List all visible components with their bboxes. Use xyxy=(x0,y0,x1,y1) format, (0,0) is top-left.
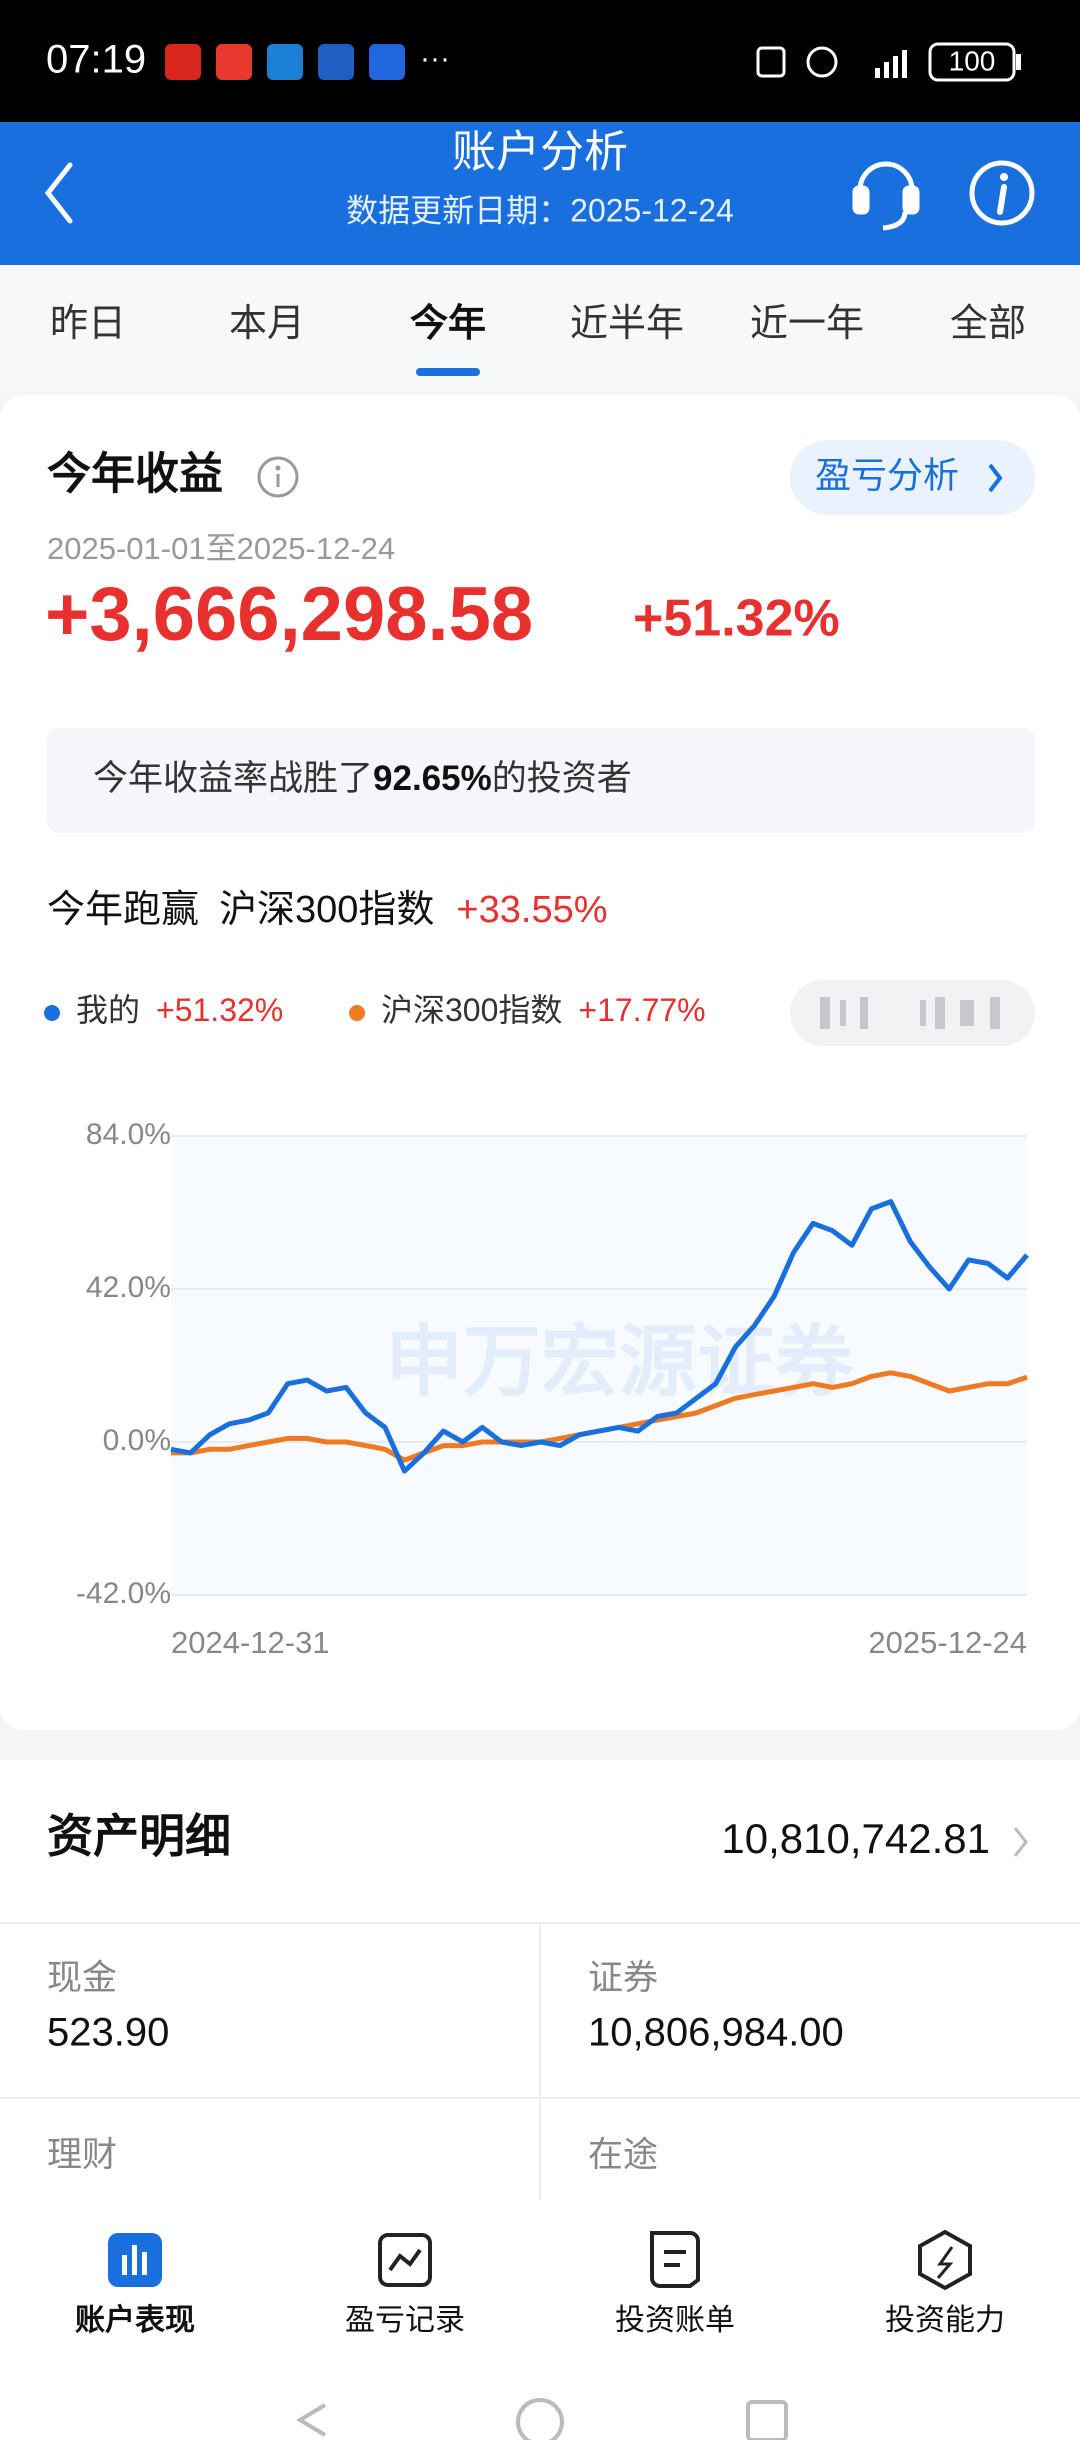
svg-text:···: ··· xyxy=(420,42,450,75)
assets-total[interactable]: 10,810,742.81 xyxy=(721,1815,990,1862)
service-button[interactable] xyxy=(852,161,920,231)
legend-value: +51.32% xyxy=(156,992,283,1028)
system-home[interactable] xyxy=(516,2398,564,2440)
battery-level: 100 xyxy=(949,45,996,76)
analysis-button[interactable] xyxy=(790,440,1035,515)
analysis-button-label[interactable]: 盈亏分析 xyxy=(815,455,959,496)
compare-title: 今年跑赢 xyxy=(47,889,199,931)
legend-entry: 我的 +51.32% xyxy=(76,992,283,1028)
tab-indicator xyxy=(416,368,480,376)
header xyxy=(0,122,1080,265)
section-separator xyxy=(0,1730,1080,1760)
x-tick-label: 2024-12-31 xyxy=(171,1625,330,1660)
date-range: 2025-01-01至2025-12-24 xyxy=(47,531,395,566)
series-line xyxy=(170,1199,1029,1474)
info-button[interactable] xyxy=(969,160,1035,226)
compare-text: 今年跑赢 沪深300指数 +33.55% xyxy=(47,889,608,931)
system-nav xyxy=(0,2380,1080,2440)
back-button[interactable] xyxy=(44,162,73,224)
beat-text: 今年收益率战胜了92.65%的投资者 xyxy=(93,759,632,798)
legend-dot xyxy=(349,1005,365,1021)
y-tick-label: -42.0% xyxy=(76,1577,171,1610)
y-tick-label: 42.0% xyxy=(86,1271,171,1304)
tab[interactable]: 近一年 xyxy=(750,303,864,345)
nav-icon[interactable] xyxy=(378,2233,432,2287)
analysis-chevron xyxy=(988,463,1003,493)
compare-excess: +33.55% xyxy=(456,889,607,931)
asset-label: 在途 xyxy=(588,2135,658,2174)
nav-label[interactable]: 账户表现 xyxy=(75,2304,195,2337)
nav-icon[interactable] xyxy=(918,2229,972,2291)
tab[interactable]: 本月 xyxy=(229,303,305,345)
blurred-content xyxy=(820,997,1000,1029)
system-recents[interactable] xyxy=(746,2400,788,2440)
nav-label[interactable]: 盈亏记录 xyxy=(345,2304,465,2337)
asset-label: 现金 xyxy=(47,1958,117,1997)
tab-bar xyxy=(0,265,1080,390)
tab[interactable]: 今年 xyxy=(410,303,486,345)
legend-dot xyxy=(44,1005,60,1021)
assets-chevron[interactable] xyxy=(1013,1827,1028,1857)
beat-prefix: 今年收益率战胜了 xyxy=(93,759,373,798)
watermark: 申万宏源证券 xyxy=(385,1318,854,1406)
summary-title: 今年收益 xyxy=(47,450,223,499)
legend-value: +17.77% xyxy=(578,992,705,1028)
status-time: 07:19 xyxy=(46,38,146,82)
profit-return: +51.32% xyxy=(633,590,840,648)
header-subtitle: 数据更新日期：2025-12-24 xyxy=(346,192,734,228)
legend-entry: 沪深300指数 +17.77% xyxy=(381,992,706,1028)
legend-name: 沪深300指数 xyxy=(381,992,562,1028)
assets-title: 资产明细 xyxy=(47,1810,231,1862)
blurred-pill xyxy=(790,980,1035,1046)
legend-name: 我的 xyxy=(76,992,140,1028)
y-tick-label: 84.0% xyxy=(86,1118,171,1151)
nav-icon[interactable] xyxy=(108,2233,162,2287)
asset-value: 523.90 xyxy=(47,2011,169,2055)
tab[interactable]: 全部 xyxy=(950,303,1026,345)
tab[interactable]: 昨日 xyxy=(50,303,126,345)
y-tick-label: 0.0% xyxy=(103,1424,171,1457)
asset-label: 证券 xyxy=(588,1958,658,1997)
header-title: 账户分析 xyxy=(452,128,628,177)
nav-label[interactable]: 投资账单 xyxy=(615,2304,735,2337)
system-back[interactable] xyxy=(296,2403,327,2437)
status-bar xyxy=(0,0,1080,122)
nav-label[interactable]: 投资能力 xyxy=(885,2304,1005,2337)
x-tick-label: 2025-12-24 xyxy=(868,1625,1027,1660)
nav-icon[interactable] xyxy=(650,2231,700,2288)
beat-box xyxy=(47,728,1035,833)
profit-amount: +3,666,298.58 xyxy=(45,572,533,657)
asset-label: 理财 xyxy=(47,2135,117,2174)
plot-background xyxy=(171,1136,1027,1595)
asset-value: 10,806,984.00 xyxy=(588,2011,844,2055)
beat-suffix: 的投资者 xyxy=(492,759,632,798)
status-app-icons: ··· xyxy=(165,42,450,80)
compare-index: 沪深300指数 xyxy=(219,889,434,931)
bottom-nav xyxy=(0,2200,1080,2380)
status-indicators xyxy=(756,42,1021,82)
beat-value: 92.65% xyxy=(373,759,492,798)
tab[interactable]: 近半年 xyxy=(570,303,684,345)
summary-info-icon[interactable] xyxy=(257,456,299,498)
